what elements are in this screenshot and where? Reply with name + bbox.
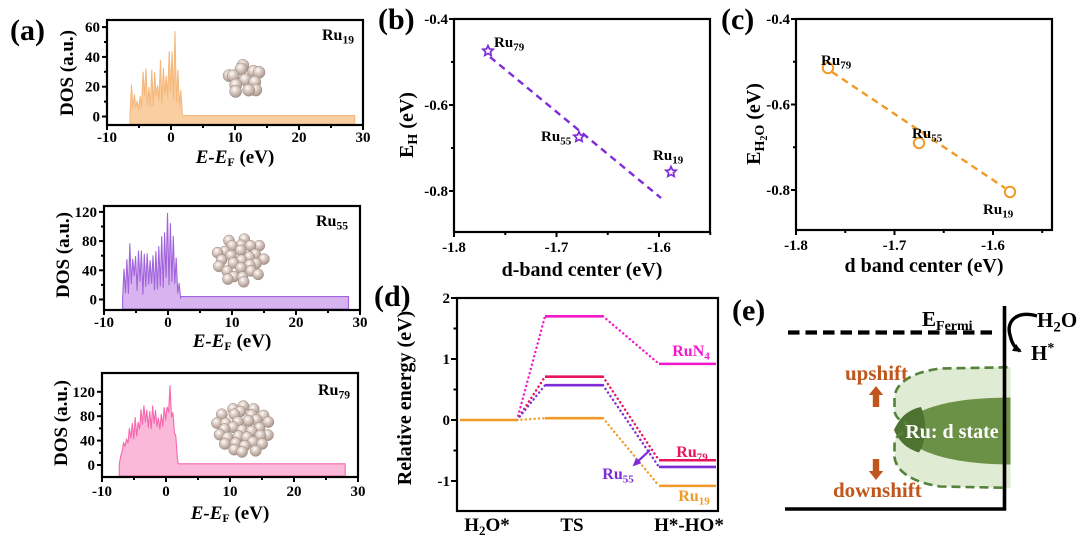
svg-text:(e): (e): [732, 294, 765, 327]
svg-text:-0.8: -0.8: [424, 184, 448, 200]
svg-text:downshift: downshift: [833, 478, 922, 502]
svg-text:30: 30: [353, 315, 368, 331]
svg-text:-1.7: -1.7: [545, 240, 569, 256]
svg-text:0: 0: [443, 413, 451, 429]
svg-text:-10: -10: [92, 484, 112, 500]
svg-text:0: 0: [88, 458, 96, 474]
svg-text:80: 80: [82, 234, 97, 250]
svg-text:-10: -10: [97, 130, 117, 146]
svg-text:0: 0: [167, 130, 175, 146]
svg-text:30: 30: [351, 484, 366, 500]
svg-text:E-EF (eV): E-EF (eV): [192, 331, 272, 353]
svg-text:H2O*: H2O*: [464, 515, 510, 535]
svg-text:10: 10: [228, 130, 243, 146]
svg-text:-1.7: -1.7: [883, 238, 907, 254]
svg-text:40: 40: [85, 50, 100, 66]
svg-text:EH (eV): EH (eV): [396, 92, 421, 158]
svg-text:DOS (a.u.): DOS (a.u.): [51, 380, 72, 466]
svg-text:20: 20: [85, 80, 100, 96]
svg-text:Ru: d state: Ru: d state: [905, 421, 998, 443]
svg-text:-1.6: -1.6: [981, 238, 1005, 254]
svg-text:0: 0: [90, 293, 98, 309]
svg-text:-0.4: -0.4: [766, 12, 790, 28]
svg-text:upshift: upshift: [845, 361, 908, 385]
svg-text:Relative energy (eV): Relative energy (eV): [394, 311, 416, 485]
svg-text:E-EF (eV): E-EF (eV): [190, 503, 270, 525]
svg-text:H*-HO*: H*-HO*: [654, 515, 724, 535]
svg-text:TS: TS: [560, 515, 583, 535]
svg-text:0: 0: [162, 484, 170, 500]
svg-text:DOS (a.u.): DOS (a.u.): [57, 30, 78, 116]
svg-text:120: 120: [73, 385, 96, 401]
svg-text:E-EF (eV): E-EF (eV): [195, 147, 275, 169]
svg-text:-0.6: -0.6: [424, 98, 448, 114]
svg-text:-10: -10: [94, 315, 114, 331]
svg-text:-0.4: -0.4: [424, 12, 448, 28]
svg-text:10: 10: [223, 484, 238, 500]
svg-text:-0.8: -0.8: [766, 183, 790, 199]
svg-text:DOS (a.u.): DOS (a.u.): [53, 212, 74, 298]
svg-text:120: 120: [75, 205, 98, 221]
svg-text:1: 1: [443, 352, 451, 368]
svg-text:(c): (c): [721, 3, 754, 36]
svg-text:-1: -1: [438, 474, 451, 490]
svg-text:d band center (eV): d band center (eV): [844, 255, 1003, 277]
svg-text:80: 80: [80, 409, 95, 425]
svg-text:20: 20: [289, 315, 304, 331]
svg-text:-0.6: -0.6: [766, 98, 790, 114]
svg-text:d-band center (eV): d-band center (eV): [502, 259, 663, 281]
svg-text:(d): (d): [374, 280, 411, 313]
svg-text:RuN4: RuN4: [672, 343, 710, 363]
svg-text:10: 10: [225, 315, 240, 331]
svg-text:20: 20: [292, 130, 307, 146]
svg-text:30: 30: [356, 130, 371, 146]
svg-text:40: 40: [82, 263, 97, 279]
svg-text:-1.6: -1.6: [647, 240, 671, 256]
svg-text:0: 0: [164, 315, 172, 331]
svg-text:20: 20: [287, 484, 302, 500]
svg-text:2: 2: [443, 291, 451, 307]
svg-text:(a): (a): [10, 14, 45, 47]
svg-text:60: 60: [85, 20, 100, 36]
svg-text:(b): (b): [378, 3, 415, 36]
svg-text:0: 0: [93, 110, 101, 126]
svg-text:-1.8: -1.8: [442, 240, 466, 256]
svg-text:-1.8: -1.8: [784, 238, 808, 254]
svg-text:40: 40: [80, 434, 95, 450]
